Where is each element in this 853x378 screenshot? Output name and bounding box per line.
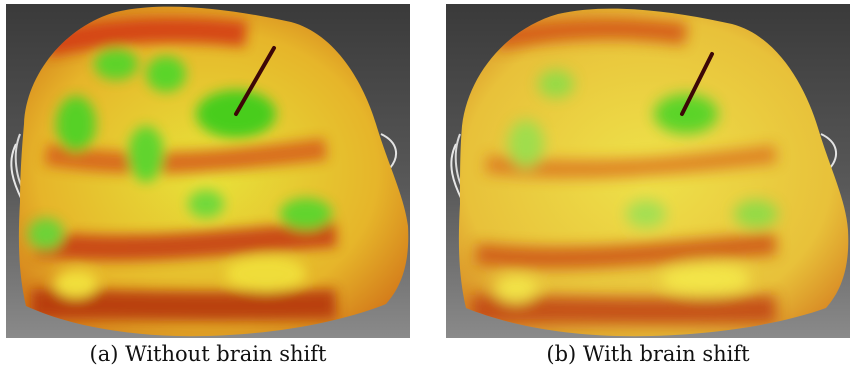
brain-heatmap-image [6,4,410,338]
caption-panel-a: (a) Without brain shift [89,342,327,366]
brain-heatmap-image [446,4,850,338]
brain-surface-render-with-shift [446,4,850,338]
caption-panel-b: (b) With brain shift [546,342,750,366]
brain-surface-render-without-shift [6,4,410,338]
